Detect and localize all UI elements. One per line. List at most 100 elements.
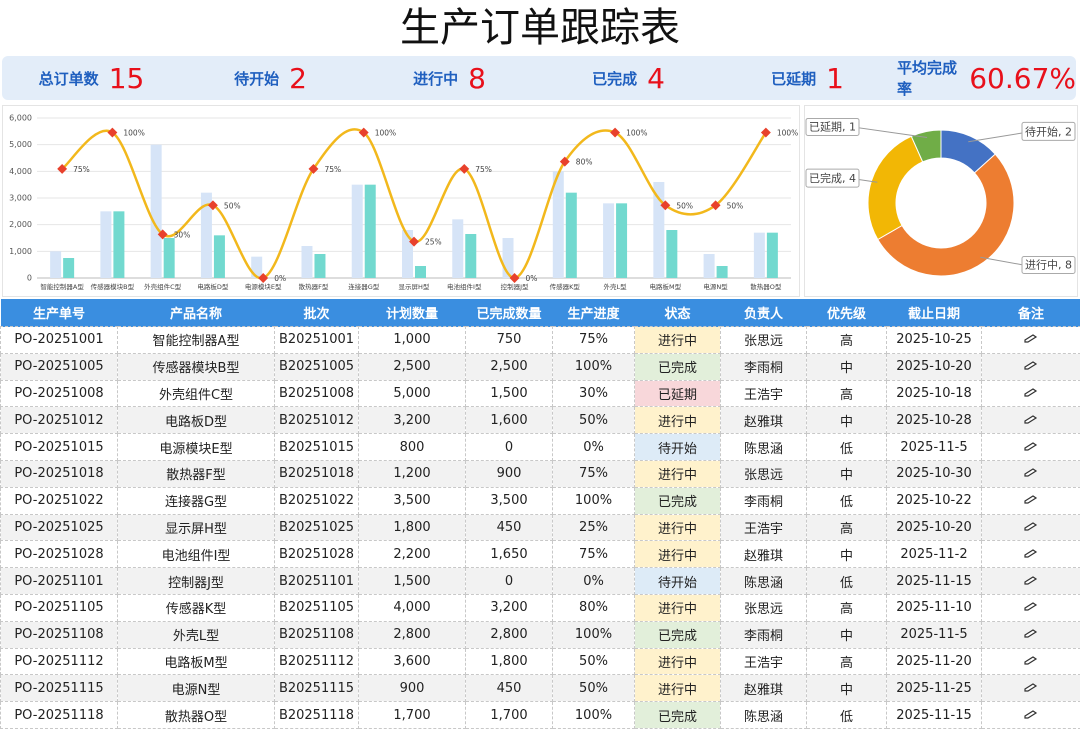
bar <box>704 254 715 278</box>
edit-icon <box>1024 655 1038 665</box>
table-cell: B20251018 <box>275 460 359 487</box>
table-row: PO-20251101控制器J型B202511011,50000%待开始陈思涵低… <box>1 568 1080 595</box>
table-cell: 100% <box>553 621 635 648</box>
data-label: 50% <box>676 201 693 210</box>
table-cell: 李雨桐 <box>721 487 807 514</box>
table-cell: 已延期 <box>635 380 721 407</box>
kpi-bar: 总订单数15待开始2进行中8已完成4已延期1平均完成率60.67% <box>2 56 1076 100</box>
table-cell: 显示屏H型 <box>118 514 275 541</box>
table-row: PO-20251108外壳L型B202511082,8002,800100%已完… <box>1 621 1080 648</box>
table-row: PO-20251005传感器模块B型B202510052,5002,500100… <box>1 353 1080 380</box>
table-cell: PO-20251022 <box>1 487 118 514</box>
table-row: PO-20251012电路板D型B202510123,2001,60050%进行… <box>1 407 1080 434</box>
pencil-shape <box>1025 630 1036 637</box>
table-cell: B20251118 <box>275 702 359 729</box>
table-row: PO-20251118散热器O型B202511181,7001,700100%已… <box>1 702 1080 729</box>
pencil-shape <box>1025 603 1036 610</box>
table-cell: 75% <box>553 460 635 487</box>
table-cell: PO-20251018 <box>1 460 118 487</box>
remark-cell <box>982 514 1080 541</box>
edit-icon <box>1024 387 1038 397</box>
data-label: 100% <box>626 129 647 138</box>
table-cell: 智能控制器A型 <box>118 327 275 354</box>
table-cell: 900 <box>466 460 553 487</box>
table-cell: 2025-10-30 <box>887 460 982 487</box>
kpi-value: 8 <box>468 62 486 95</box>
table-cell: B20251012 <box>275 407 359 434</box>
page-title: 生产订单跟踪表 <box>0 2 1080 54</box>
bar <box>214 235 225 278</box>
table-cell: B20251008 <box>275 380 359 407</box>
bar <box>653 182 664 278</box>
x-tick-label: 电源N型 <box>703 282 728 291</box>
data-label: 50% <box>224 201 241 210</box>
remark-cell <box>982 621 1080 648</box>
kpi-value: 1 <box>826 62 844 95</box>
table-cell: 王浩宇 <box>721 380 807 407</box>
column-header: 计划数量 <box>359 299 466 327</box>
slice-label: 待开始, 2 <box>1025 124 1072 138</box>
table-cell: PO-20251101 <box>1 568 118 595</box>
table-row: PO-20251022连接器G型B202510223,5003,500100%已… <box>1 487 1080 514</box>
table-cell: B20251112 <box>275 648 359 675</box>
table-cell: 2025-11-5 <box>887 434 982 461</box>
table-cell: 2,500 <box>466 353 553 380</box>
table-cell: 75% <box>553 327 635 354</box>
kpi-label: 进行中 <box>413 68 458 89</box>
edit-icon <box>1024 575 1038 585</box>
table-cell: PO-20251108 <box>1 621 118 648</box>
table-cell: PO-20251105 <box>1 594 118 621</box>
kpi-value: 15 <box>109 62 145 95</box>
bar <box>754 233 765 278</box>
remark-cell <box>982 702 1080 729</box>
table-cell: 75% <box>553 541 635 568</box>
x-tick-label: 外壳L型 <box>604 282 628 291</box>
table-cell: 2025-11-15 <box>887 702 982 729</box>
table-cell: 1,700 <box>359 702 466 729</box>
x-tick-label: 控制器J型 <box>501 282 529 291</box>
table-cell: 张思远 <box>721 327 807 354</box>
table-cell: 李雨桐 <box>721 621 807 648</box>
edit-icon <box>1024 709 1038 719</box>
table-cell: 高 <box>807 380 887 407</box>
y-tick-label: 5,000 <box>9 140 32 149</box>
table-row: PO-20251018散热器F型B202510181,20090075%进行中张… <box>1 460 1080 487</box>
bar <box>314 254 325 278</box>
remark-cell <box>982 541 1080 568</box>
table-cell: 2,800 <box>466 621 553 648</box>
table-cell: 4,000 <box>359 594 466 621</box>
remark-cell <box>982 594 1080 621</box>
table-cell: 连接器G型 <box>118 487 275 514</box>
table-cell: 李雨桐 <box>721 353 807 380</box>
data-label: 30% <box>174 230 191 239</box>
table-cell: 2,200 <box>359 541 466 568</box>
y-tick-label: 2,000 <box>9 220 32 229</box>
table-cell: 2025-11-5 <box>887 621 982 648</box>
data-label: 75% <box>324 165 341 174</box>
table-cell: 中 <box>807 353 887 380</box>
x-tick-label: 显示屏H型 <box>399 282 430 291</box>
table-cell: 电源模块E型 <box>118 434 275 461</box>
table-cell: 100% <box>553 353 635 380</box>
slice-label: 已完成, 4 <box>809 171 856 185</box>
table-cell: 高 <box>807 327 887 354</box>
table-cell: 低 <box>807 487 887 514</box>
y-tick-label: 1,000 <box>9 247 32 256</box>
remark-cell <box>982 460 1080 487</box>
data-label: 100% <box>777 129 798 138</box>
table-cell: 50% <box>553 648 635 675</box>
table-cell: 陈思涵 <box>721 568 807 595</box>
x-tick-label: 传感器K型 <box>550 282 581 291</box>
table-cell: 1,800 <box>359 514 466 541</box>
table-cell: 中 <box>807 541 887 568</box>
table-cell: 王浩宇 <box>721 514 807 541</box>
pencil-shape <box>1025 416 1036 423</box>
table-row: PO-20251115电源N型B2025111590045050%进行中赵雅琪中… <box>1 675 1080 702</box>
kpi-label: 已完成 <box>592 68 637 89</box>
kpi-value: 2 <box>289 62 307 95</box>
remark-cell <box>982 487 1080 514</box>
table-cell: B20251101 <box>275 568 359 595</box>
table-cell: 900 <box>359 675 466 702</box>
table-cell: 待开始 <box>635 568 721 595</box>
